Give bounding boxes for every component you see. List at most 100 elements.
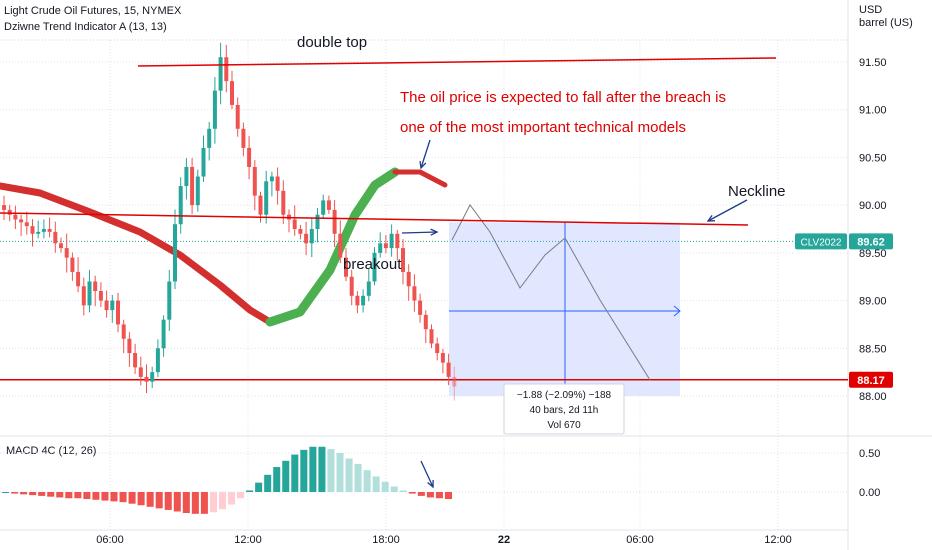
macd-bar bbox=[381, 481, 389, 492]
candle-body bbox=[412, 286, 417, 301]
double-top-label: double top bbox=[297, 34, 367, 51]
candle-body bbox=[173, 224, 177, 282]
candle-body bbox=[321, 200, 326, 215]
macd-bar bbox=[273, 467, 281, 492]
candle-body bbox=[19, 219, 24, 223]
macd-bar bbox=[119, 492, 127, 503]
macd-bar bbox=[182, 492, 190, 514]
candle-body bbox=[190, 166, 195, 206]
macd-bar bbox=[444, 492, 452, 500]
time-tick-label: 06:00 bbox=[626, 534, 654, 546]
candle-body bbox=[70, 257, 75, 272]
macd-bar bbox=[237, 492, 245, 499]
macd-bar bbox=[426, 492, 434, 498]
arrow-to-second-top-icon-head bbox=[419, 160, 427, 170]
time-tick-label: 12:00 bbox=[764, 534, 792, 546]
macd-bar bbox=[399, 490, 407, 492]
candle-body bbox=[383, 243, 388, 249]
macd-bar bbox=[218, 492, 226, 510]
candle-body bbox=[344, 257, 348, 277]
candle-body bbox=[332, 209, 337, 234]
candle-body bbox=[76, 271, 81, 287]
time-tick-label: 06:00 bbox=[96, 534, 124, 546]
neckline-label: Neckline bbox=[728, 183, 786, 200]
candle-body bbox=[161, 319, 166, 349]
candle-body bbox=[241, 128, 246, 148]
measure-bars: 40 bars, 2d 11h bbox=[530, 405, 599, 416]
time-tick-label: 22 bbox=[498, 534, 510, 546]
measure-info-box bbox=[503, 383, 625, 435]
candle-body bbox=[355, 295, 360, 306]
candle-body bbox=[338, 233, 343, 258]
macd-bar bbox=[155, 492, 163, 509]
macd-bar bbox=[336, 453, 344, 492]
candle-body bbox=[47, 229, 52, 232]
macd-bar bbox=[282, 460, 290, 492]
level-badge bbox=[849, 371, 893, 388]
candle-body bbox=[121, 324, 126, 339]
macd-arrow-icon bbox=[420, 460, 434, 488]
macd-bar bbox=[110, 492, 118, 502]
candle-body bbox=[275, 176, 280, 191]
candle-body bbox=[418, 300, 423, 315]
arrow-to-neckline-icon-head bbox=[706, 214, 716, 222]
macd-bar bbox=[309, 446, 317, 492]
indicator-title: Dziwne Trend Indicator A (13, 13) bbox=[4, 21, 167, 33]
macd-bar bbox=[173, 492, 181, 512]
macd-bar bbox=[264, 474, 272, 492]
macd-bar bbox=[246, 490, 254, 492]
candle-body bbox=[440, 353, 445, 363]
candle-body bbox=[59, 243, 63, 249]
macd-bar bbox=[435, 492, 443, 499]
macd-bar bbox=[255, 482, 263, 492]
neckline bbox=[0, 212, 749, 226]
measure-volume: Vol 670 bbox=[547, 420, 581, 431]
candle-body bbox=[81, 286, 86, 306]
candle-body bbox=[127, 338, 132, 354]
candle-body bbox=[389, 233, 394, 249]
arrow-to-neckline-icon bbox=[707, 199, 748, 222]
candle-body bbox=[218, 57, 223, 91]
currency-label: USD bbox=[859, 4, 882, 16]
arrow-to-breakout-icon bbox=[401, 231, 438, 234]
macd-bar bbox=[363, 470, 371, 492]
macd-bar bbox=[345, 458, 353, 492]
candle-body bbox=[378, 243, 383, 253]
candle-body bbox=[195, 176, 200, 206]
candle-body bbox=[423, 314, 428, 330]
price-tick-label: 90.00 bbox=[859, 200, 887, 212]
candle-body bbox=[64, 248, 69, 258]
candle-body bbox=[93, 281, 98, 292]
candle-body bbox=[395, 233, 400, 249]
macd-bar bbox=[209, 492, 217, 513]
candle-body bbox=[13, 214, 18, 220]
candle-body bbox=[247, 147, 252, 167]
candle-body bbox=[87, 281, 92, 306]
arrow-to-breakout-icon-head bbox=[430, 228, 439, 236]
candle-body bbox=[116, 300, 120, 325]
candle-body bbox=[429, 329, 434, 344]
candle-body bbox=[133, 353, 138, 368]
price-tick-label: 88.00 bbox=[859, 391, 887, 403]
last-price-badge-text: 89.62 bbox=[857, 236, 885, 248]
measure-arrow-head bbox=[673, 305, 681, 317]
candle-body bbox=[326, 200, 331, 210]
macd-bar bbox=[200, 492, 208, 514]
price-tick-label: 91.50 bbox=[859, 57, 887, 69]
trend-ribbon-red bbox=[0, 182, 274, 326]
candle-body bbox=[104, 300, 109, 311]
candle-body bbox=[184, 166, 189, 187]
macd-bar bbox=[164, 492, 172, 510]
candle-body bbox=[366, 281, 371, 296]
candle-body bbox=[361, 295, 366, 306]
trend-ribbon-red bbox=[392, 169, 448, 188]
candle-body bbox=[281, 190, 286, 215]
price-tick-label: 89.00 bbox=[859, 296, 887, 308]
candle-body bbox=[30, 226, 35, 234]
macd-bar bbox=[354, 463, 362, 492]
macd-bar bbox=[47, 492, 55, 497]
macd-arrow-icon-head bbox=[427, 479, 434, 489]
macd-bar bbox=[300, 449, 308, 492]
candle-body bbox=[435, 343, 440, 354]
